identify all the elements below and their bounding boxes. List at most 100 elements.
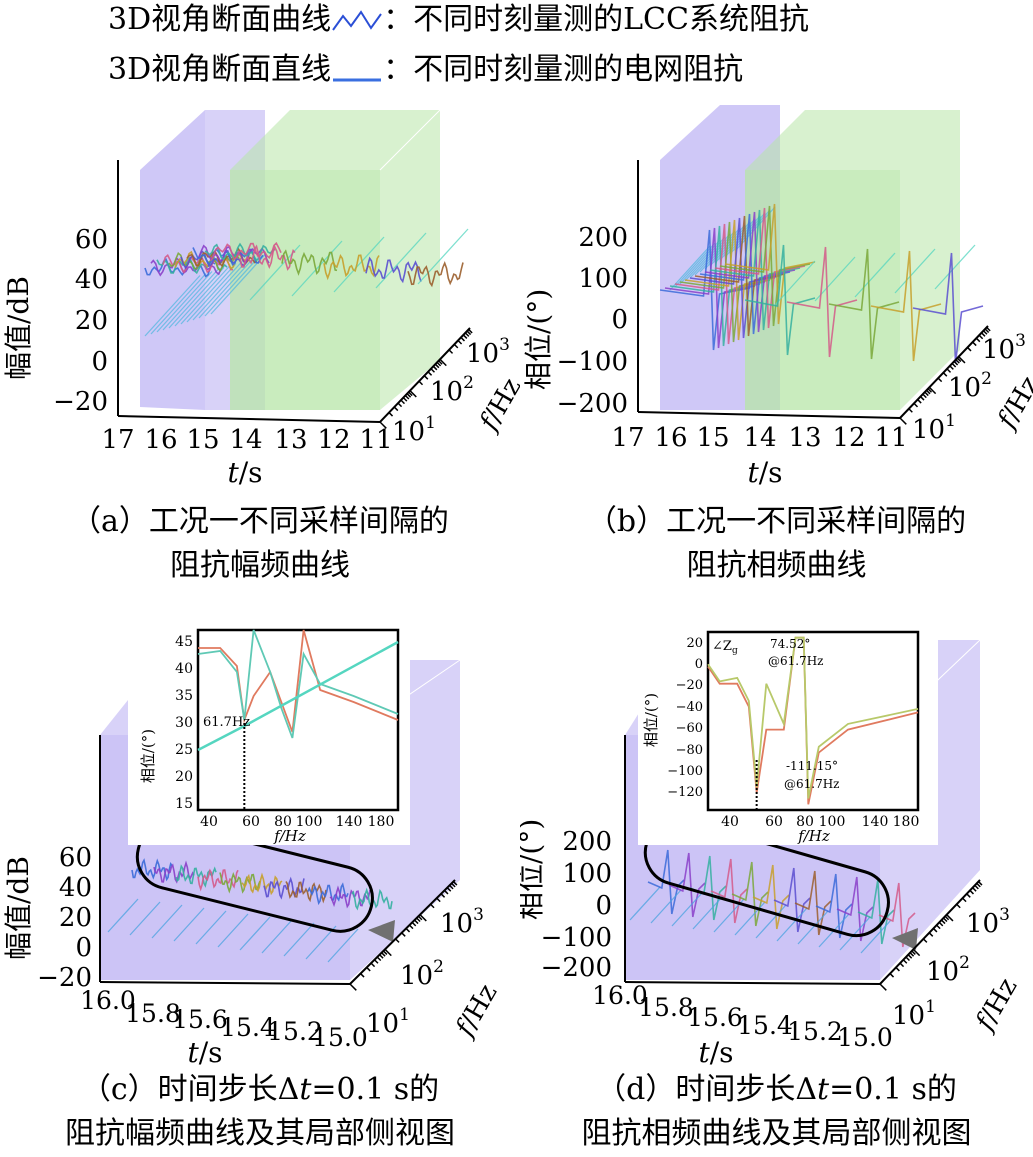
x-tick: 16 [654, 423, 687, 453]
inset-annotation: @61.7Hz [768, 654, 824, 668]
phase-curve [857, 879, 895, 945]
f-tick-mark [937, 377, 943, 383]
f-tick: 102 [400, 957, 444, 991]
f-tick-mark [944, 915, 950, 921]
f-tick-mark [393, 406, 399, 412]
f-tick-mark [388, 412, 394, 417]
x-tick: 15.2 [787, 1017, 843, 1046]
grid-impedance-line [168, 267, 225, 329]
f-tick-mark [400, 399, 405, 405]
legend-text: 不同时刻量测的LCC系统阻抗 [413, 2, 809, 37]
grid-impedance-line [327, 928, 359, 963]
f-tick-mark [439, 358, 447, 367]
y-tick: 40 [59, 873, 92, 903]
y-axis-label: 幅值/dB [2, 276, 35, 380]
y-axis-label: 幅值/dB [2, 856, 35, 960]
f-tick: 102 [948, 369, 992, 403]
f-tick-mark [889, 973, 895, 978]
f-tick: 103 [466, 335, 510, 369]
impedance-curve [210, 241, 282, 261]
grid-impedance-line [669, 245, 711, 291]
x-axis-label: t/s [698, 1036, 733, 1069]
phase-curve [836, 876, 874, 942]
x-axis-label: t/s [227, 456, 262, 489]
caption-line: 阻抗相频曲线 [686, 548, 867, 583]
inset-x-label: f/Hz [797, 827, 830, 845]
grid-impedance-line [144, 275, 201, 337]
f-tick-mark [928, 932, 934, 937]
f-tick-mark [917, 399, 922, 404]
f-axis-label: f/Hz [473, 373, 520, 437]
x-tick: 13 [274, 425, 307, 455]
x-tick: 17 [611, 423, 644, 453]
grid-impedance-line [217, 913, 249, 948]
inset-y-tick: 20 [175, 769, 193, 785]
x-axis [99, 981, 351, 985]
f-tick-mark [417, 915, 423, 921]
inset-x-tick: 180 [893, 814, 920, 830]
phase-curve [912, 252, 984, 364]
f-tick-mark [956, 357, 962, 363]
f-tick-mark [379, 421, 387, 429]
impedance-curve [329, 885, 371, 909]
f-axis [349, 879, 456, 985]
phase-curve [752, 864, 790, 930]
f-tick-mark [942, 917, 948, 923]
grid-impedance-line [860, 919, 892, 954]
impedance-curve [150, 257, 222, 277]
phase-curve [878, 882, 916, 948]
inset-series-line [707, 636, 919, 805]
grid-impedance-line [417, 228, 469, 285]
phase-curve [786, 246, 858, 358]
legend-text: 不同时刻量测的电网阻抗 [413, 52, 744, 87]
inset-y-label: 相位/(°) [642, 693, 660, 747]
phase-curve [794, 870, 832, 936]
inset-y-tick: 40 [175, 661, 193, 677]
curve-group [659, 203, 984, 364]
f-minor-ticks [349, 881, 458, 991]
x-tick: 15.8 [125, 999, 181, 1028]
inset-x-ticks: 40 60 80 100 140 180 [721, 814, 919, 830]
y-axis-label: 相位/(°) [522, 289, 555, 390]
f-tick-mark [946, 368, 952, 373]
f-tick-mark [905, 956, 910, 962]
inset-y-tick: 35 [175, 688, 193, 704]
f-tick-mark [972, 887, 977, 892]
f-tick-mark [913, 402, 919, 408]
f-tick-mark [972, 341, 977, 347]
f-tick-mark [379, 954, 384, 959]
impedance-curve [407, 261, 464, 288]
x-tick-labels: 17 16 15 14 13 12 11 [101, 425, 392, 455]
f-axis [379, 327, 471, 423]
inset-x-tick: 60 [765, 814, 783, 830]
x-tick: 15.0 [837, 1023, 893, 1052]
y-tick: −100 [541, 923, 612, 953]
y-tick: 40 [75, 265, 108, 295]
arrow-icon [368, 920, 395, 942]
f-tick-mark [382, 950, 388, 955]
grid-impedance-line [186, 261, 243, 323]
impedance-curve [241, 872, 283, 896]
inset-annotation: @61.7Hz [784, 777, 840, 791]
f-tick-mark [438, 360, 443, 365]
f-tick-mark [446, 887, 452, 892]
x-axis-label: t/s [747, 456, 782, 489]
y-axis-label: 相位/(°) [520, 819, 547, 920]
inset-x-tick: 100 [296, 814, 323, 830]
y-tick: 200 [578, 223, 628, 253]
impedance-curve [281, 249, 338, 276]
f-tick-mark [397, 402, 403, 408]
caption-line: （c）时间步长Δt=0.1 s的 [80, 1072, 440, 1107]
x-axis [117, 415, 381, 423]
x-tick: 15.4 [737, 1011, 793, 1040]
x-tick: 16.0 [80, 986, 136, 1015]
x-tick: 17 [101, 425, 134, 455]
f-tick: 102 [926, 953, 970, 987]
phase-curve [744, 244, 816, 356]
grid-impedance-line [162, 269, 219, 331]
y-tick: −20 [53, 387, 108, 417]
caption-d: （d）时间步长Δt=0.1 s的 阻抗相频曲线及其局部侧视图 [520, 1068, 1033, 1156]
grid-impedance-line [934, 244, 976, 290]
inset-x-tick: 180 [368, 814, 395, 830]
f-tick-mark [953, 360, 959, 366]
